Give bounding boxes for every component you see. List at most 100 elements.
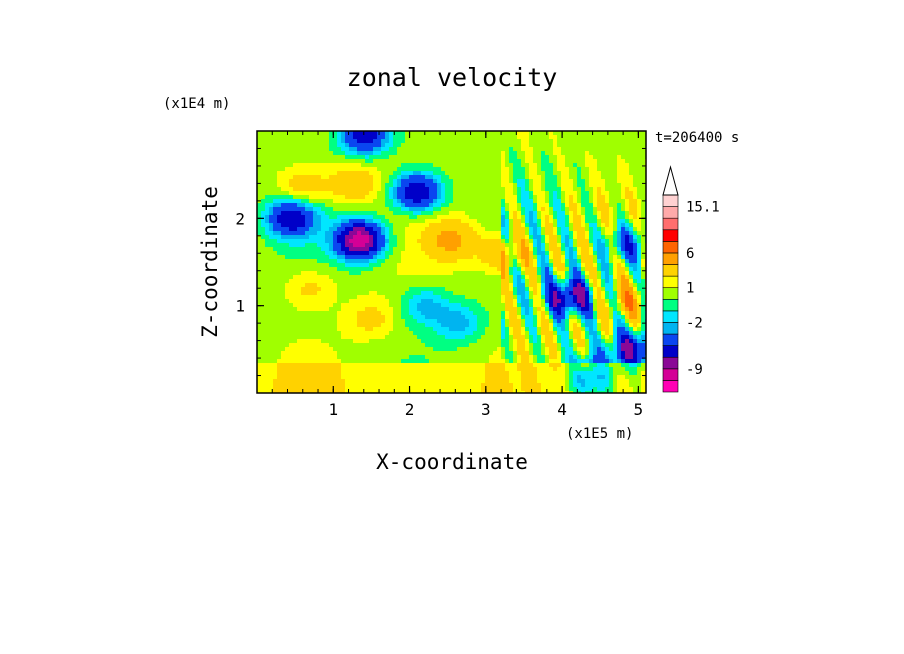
- field-cell: [477, 251, 481, 255]
- field-cell: [345, 311, 349, 315]
- field-cell: [261, 183, 265, 187]
- field-cell: [469, 295, 473, 299]
- field-cell: [389, 251, 393, 255]
- field-cell: [537, 139, 541, 143]
- field-cell: [421, 215, 425, 219]
- field-cell: [457, 143, 461, 147]
- field-cell: [321, 251, 325, 255]
- field-cell: [473, 179, 477, 183]
- field-cell: [593, 135, 597, 139]
- field-cell: [505, 231, 509, 235]
- field-cell: [329, 195, 333, 199]
- field-cell: [377, 299, 381, 303]
- field-cell: [325, 267, 329, 271]
- field-cell: [641, 243, 645, 247]
- field-cell: [377, 307, 381, 311]
- field-cell: [417, 183, 421, 187]
- field-cell: [357, 283, 361, 287]
- field-cell: [497, 191, 501, 195]
- field-cell: [593, 147, 597, 151]
- field-cell: [317, 271, 321, 275]
- field-cell: [633, 267, 637, 271]
- field-cell: [621, 311, 625, 315]
- field-cell: [541, 211, 545, 215]
- field-cell: [589, 239, 593, 243]
- field-cell: [541, 175, 545, 179]
- field-cell: [309, 135, 313, 139]
- field-cell: [513, 147, 517, 151]
- field-cell: [309, 151, 313, 155]
- field-cell: [581, 143, 585, 147]
- field-cell: [501, 251, 505, 255]
- field-cell: [625, 315, 629, 319]
- field-cell: [453, 183, 457, 187]
- field-cell: [581, 159, 585, 163]
- field-cell: [557, 143, 561, 147]
- field-cell: [589, 251, 593, 255]
- field-cell: [353, 247, 357, 251]
- field-cell: [325, 315, 329, 319]
- field-cell: [397, 143, 401, 147]
- field-cell: [473, 199, 477, 203]
- field-cell: [629, 191, 633, 195]
- field-cell: [509, 235, 513, 239]
- field-cell: [285, 211, 289, 215]
- field-cell: [617, 327, 621, 331]
- field-cell: [345, 219, 349, 223]
- field-cell: [473, 195, 477, 199]
- field-cell: [557, 243, 561, 247]
- field-cell: [289, 299, 293, 303]
- field-cell: [301, 179, 305, 183]
- field-cell: [461, 267, 465, 271]
- field-cell: [429, 219, 433, 223]
- field-cell: [261, 287, 265, 291]
- field-cell: [321, 303, 325, 307]
- field-cell: [565, 223, 569, 227]
- field-cell: [641, 167, 645, 171]
- field-cell: [509, 263, 513, 267]
- field-cell: [361, 307, 365, 311]
- field-cell: [605, 203, 609, 207]
- field-cell: [417, 287, 421, 291]
- field-cell: [613, 287, 617, 291]
- field-cell: [365, 191, 369, 195]
- field-cell: [473, 203, 477, 207]
- field-cell: [541, 299, 545, 303]
- field-cell: [477, 235, 481, 239]
- field-cell: [425, 199, 429, 203]
- field-cell: [617, 175, 621, 179]
- field-cell: [425, 183, 429, 187]
- field-cell: [545, 307, 549, 311]
- field-cell: [385, 131, 389, 135]
- field-cell: [469, 323, 473, 327]
- field-cell: [337, 227, 341, 231]
- field-cell: [569, 187, 573, 191]
- field-cell: [557, 159, 561, 163]
- field-cell: [565, 271, 569, 275]
- field-cell: [361, 311, 365, 315]
- field-cell: [501, 271, 505, 275]
- field-cell: [305, 147, 309, 151]
- field-cell: [565, 171, 569, 175]
- field-cell: [625, 291, 629, 295]
- field-cell: [613, 311, 617, 315]
- field-cell: [353, 163, 357, 167]
- field-cell: [597, 147, 601, 151]
- field-cell: [329, 183, 333, 187]
- field-cell: [361, 227, 365, 231]
- field-cell: [309, 215, 313, 219]
- field-cell: [305, 231, 309, 235]
- field-cell: [601, 179, 605, 183]
- field-cell: [293, 167, 297, 171]
- field-cell: [597, 315, 601, 319]
- field-cell: [621, 223, 625, 227]
- field-cell: [493, 239, 497, 243]
- field-cell: [301, 235, 305, 239]
- field-cell: [449, 171, 453, 175]
- field-cell: [429, 319, 433, 323]
- field-cell: [417, 271, 421, 275]
- field-cell: [397, 259, 401, 263]
- field-cell: [357, 231, 361, 235]
- field-cell: [385, 199, 389, 203]
- field-cell: [633, 191, 637, 195]
